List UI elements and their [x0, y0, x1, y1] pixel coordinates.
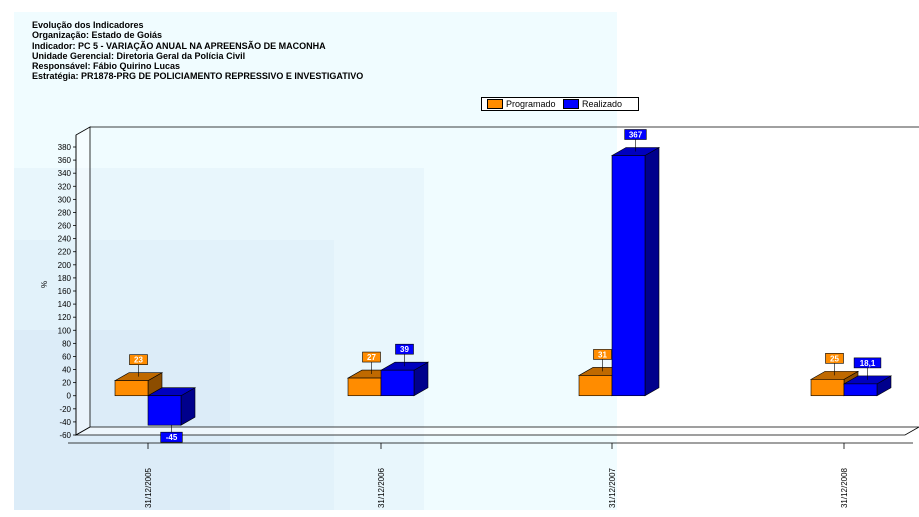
data-label-box	[825, 353, 844, 364]
y-tick-label: 220	[58, 248, 72, 257]
y-tick-label: 360	[58, 156, 72, 165]
bar-realizado	[379, 361, 430, 397]
header-organization: Organização: Estado de Goiás	[32, 30, 163, 41]
y-tick-label: 340	[58, 169, 72, 178]
header-responsible: Responsável: Fábio Quirino Lucas	[32, 61, 181, 72]
chart-header: Evolução dos Indicadores Organização: Es…	[32, 20, 363, 82]
y-tick-label: 140	[58, 300, 72, 309]
x-tick-label: 31/12/2008	[840, 467, 849, 508]
left-wall	[75, 126, 91, 436]
y-tick-label: 100	[58, 326, 72, 335]
bar-realizado	[610, 146, 661, 397]
bar-realizado	[146, 387, 197, 426]
data-label-box	[395, 343, 414, 355]
y-tick-label: 380	[58, 143, 72, 152]
y-tick-label: 20	[62, 379, 71, 388]
data-label-text: 27	[367, 353, 376, 362]
data-label-box	[593, 349, 612, 360]
y-tick-label: 60	[62, 352, 71, 361]
data-label-text: 367	[629, 131, 643, 140]
data-label-box	[160, 431, 183, 443]
y-tick-label: -40	[59, 418, 71, 427]
data-label-box	[853, 357, 882, 369]
header-strategy: Estratégia: PR1878-PRG DE POLICIAMENTO R…	[32, 71, 364, 82]
x-tick-label: 31/12/2006	[377, 467, 386, 508]
data-label-text: 25	[830, 354, 839, 363]
y-tick-label: 260	[58, 222, 72, 231]
bar-front-face	[380, 369, 415, 397]
y-tick-label: 200	[58, 261, 72, 270]
legend-label-programado: Programado	[506, 99, 556, 109]
data-label-text: -45	[166, 433, 178, 442]
legend-swatch-programado	[487, 99, 503, 109]
y-axis-title: %	[40, 281, 49, 288]
data-label-text: 31	[598, 350, 607, 359]
legend-swatch-realizado	[563, 99, 579, 109]
data-label-text: 23	[134, 356, 143, 365]
bar-front-face	[578, 375, 613, 397]
y-tick-label: 120	[58, 313, 72, 322]
chart-legend: Programado Realizado	[481, 97, 639, 111]
legend-item-programado: Programado	[487, 99, 556, 109]
bar-front-face	[810, 379, 845, 397]
y-tick-label: -60	[59, 431, 71, 440]
bar-front-face	[147, 395, 182, 426]
y-tick-label: 80	[62, 339, 71, 348]
background-panel-corner	[14, 330, 230, 510]
data-label-box	[129, 354, 148, 365]
data-label-text: 39	[400, 345, 409, 354]
bar-front-face	[843, 383, 878, 397]
y-tick-label: -20	[59, 405, 71, 414]
y-tick-label: 280	[58, 208, 72, 217]
bar-front-face	[114, 380, 149, 397]
x-tick-label: 31/12/2007	[608, 467, 617, 508]
y-tick-label: 300	[58, 195, 72, 204]
floor	[74, 426, 919, 436]
header-title: Evolução dos Indicadores	[32, 20, 144, 30]
data-label-box	[362, 351, 381, 363]
y-tick-label: 0	[67, 392, 72, 401]
x-tick-label: 31/12/2005	[144, 467, 153, 508]
y-tick-label: 40	[62, 366, 71, 375]
legend-label-realizado: Realizado	[582, 99, 623, 109]
bar-programado	[113, 372, 164, 397]
bar-front-face	[347, 377, 382, 397]
y-tick-label: 180	[58, 274, 72, 283]
y-tick-label: 160	[58, 287, 72, 296]
bar-side-face	[644, 146, 660, 397]
header-indicator: Indicador: PC 5 - VARIAÇÃO ANUAL NA APRE…	[32, 40, 326, 51]
data-label-text: 18,1	[860, 359, 876, 368]
bar-front-face	[611, 155, 646, 397]
y-tick-label: 240	[58, 235, 72, 244]
y-tick-label: 320	[58, 182, 72, 191]
legend-item-realizado: Realizado	[563, 99, 622, 109]
data-label-box	[624, 129, 647, 140]
header-management-unit: Unidade Gerencial: Diretoria Geral da Po…	[32, 50, 246, 61]
